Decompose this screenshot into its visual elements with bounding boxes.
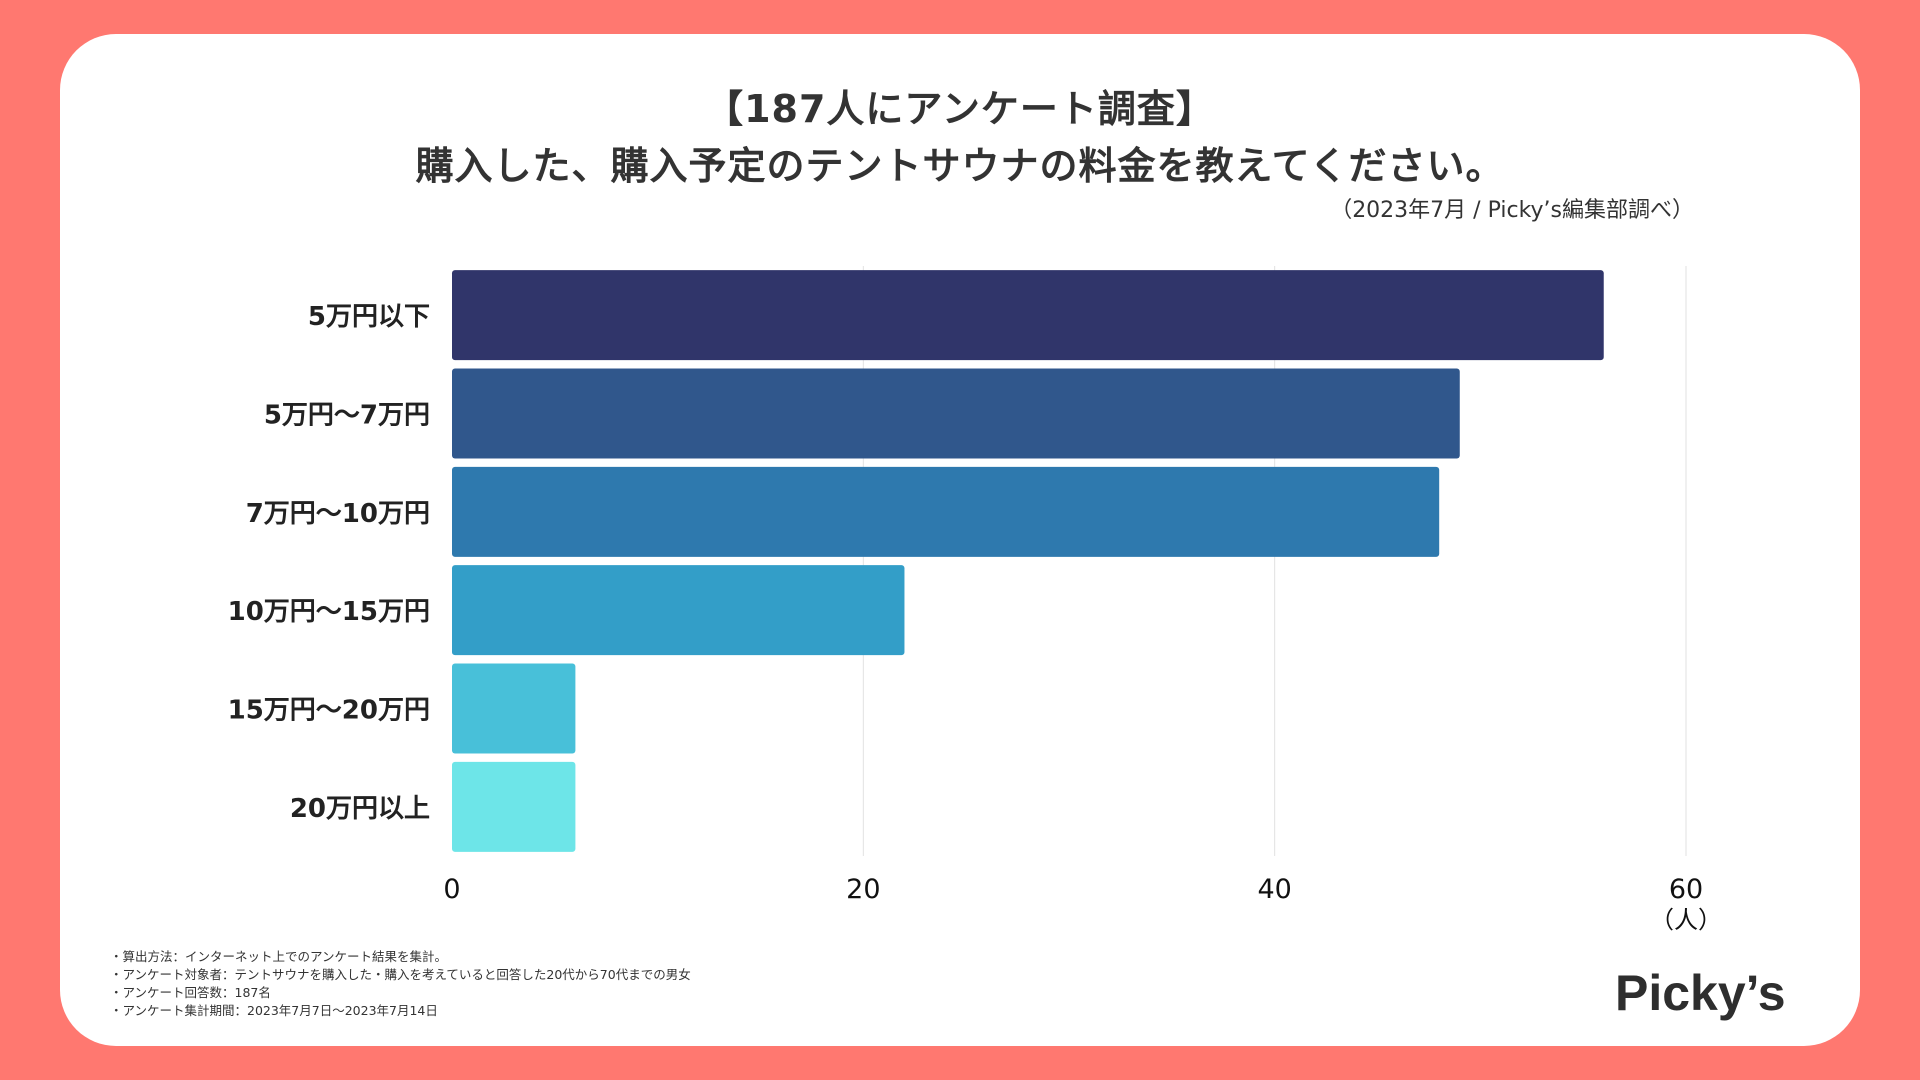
footnote-target: ・アンケート対象者：テントサウナを購入した・購入を考えていると回答した20代から… xyxy=(110,967,691,982)
category-label-1: 5万円～7万円 xyxy=(264,401,430,431)
bar-1 xyxy=(452,368,1460,459)
footnote-period: ・アンケート集計期間：2023年7月7日～2023年7月14日 xyxy=(110,1003,438,1018)
bar-3 xyxy=(452,565,905,656)
bar-4 xyxy=(452,663,576,754)
brand-logo: Picky’s xyxy=(1615,965,1786,1021)
footnote-count: ・アンケート回答数：187名 xyxy=(110,985,271,1000)
bar-2 xyxy=(452,466,1440,557)
x-unit-label: （人） xyxy=(1650,906,1722,934)
x-tick-label-2: 40 xyxy=(1257,874,1291,905)
bar-0 xyxy=(452,270,1604,361)
x-tick-label-1: 20 xyxy=(846,874,880,905)
category-label-3: 10万円～15万円 xyxy=(228,597,430,627)
bar-5 xyxy=(452,761,576,852)
category-label-5: 20万円以上 xyxy=(290,794,430,824)
category-label-4: 15万円～20万円 xyxy=(228,696,430,726)
category-label-2: 7万円～10万円 xyxy=(246,499,430,529)
source-note: （2023年7月 / Picky’s編集部調べ） xyxy=(1330,198,1694,223)
chart-title-line2: 購入した、購入予定のテントサウナの料金を教えてください。 xyxy=(415,144,1505,188)
chart-title-line1: 【187人にアンケート調査】 xyxy=(705,87,1215,131)
x-tick-label-3: 60 xyxy=(1669,874,1703,905)
footnotes: ・算出方法：インターネット上でのアンケート結果を集計。 ・アンケート対象者：テン… xyxy=(110,948,691,1020)
x-tick-label-0: 0 xyxy=(443,874,460,905)
category-label-0: 5万円以下 xyxy=(308,302,430,332)
footnote-method: ・算出方法：インターネット上でのアンケート結果を集計。 xyxy=(110,949,448,964)
